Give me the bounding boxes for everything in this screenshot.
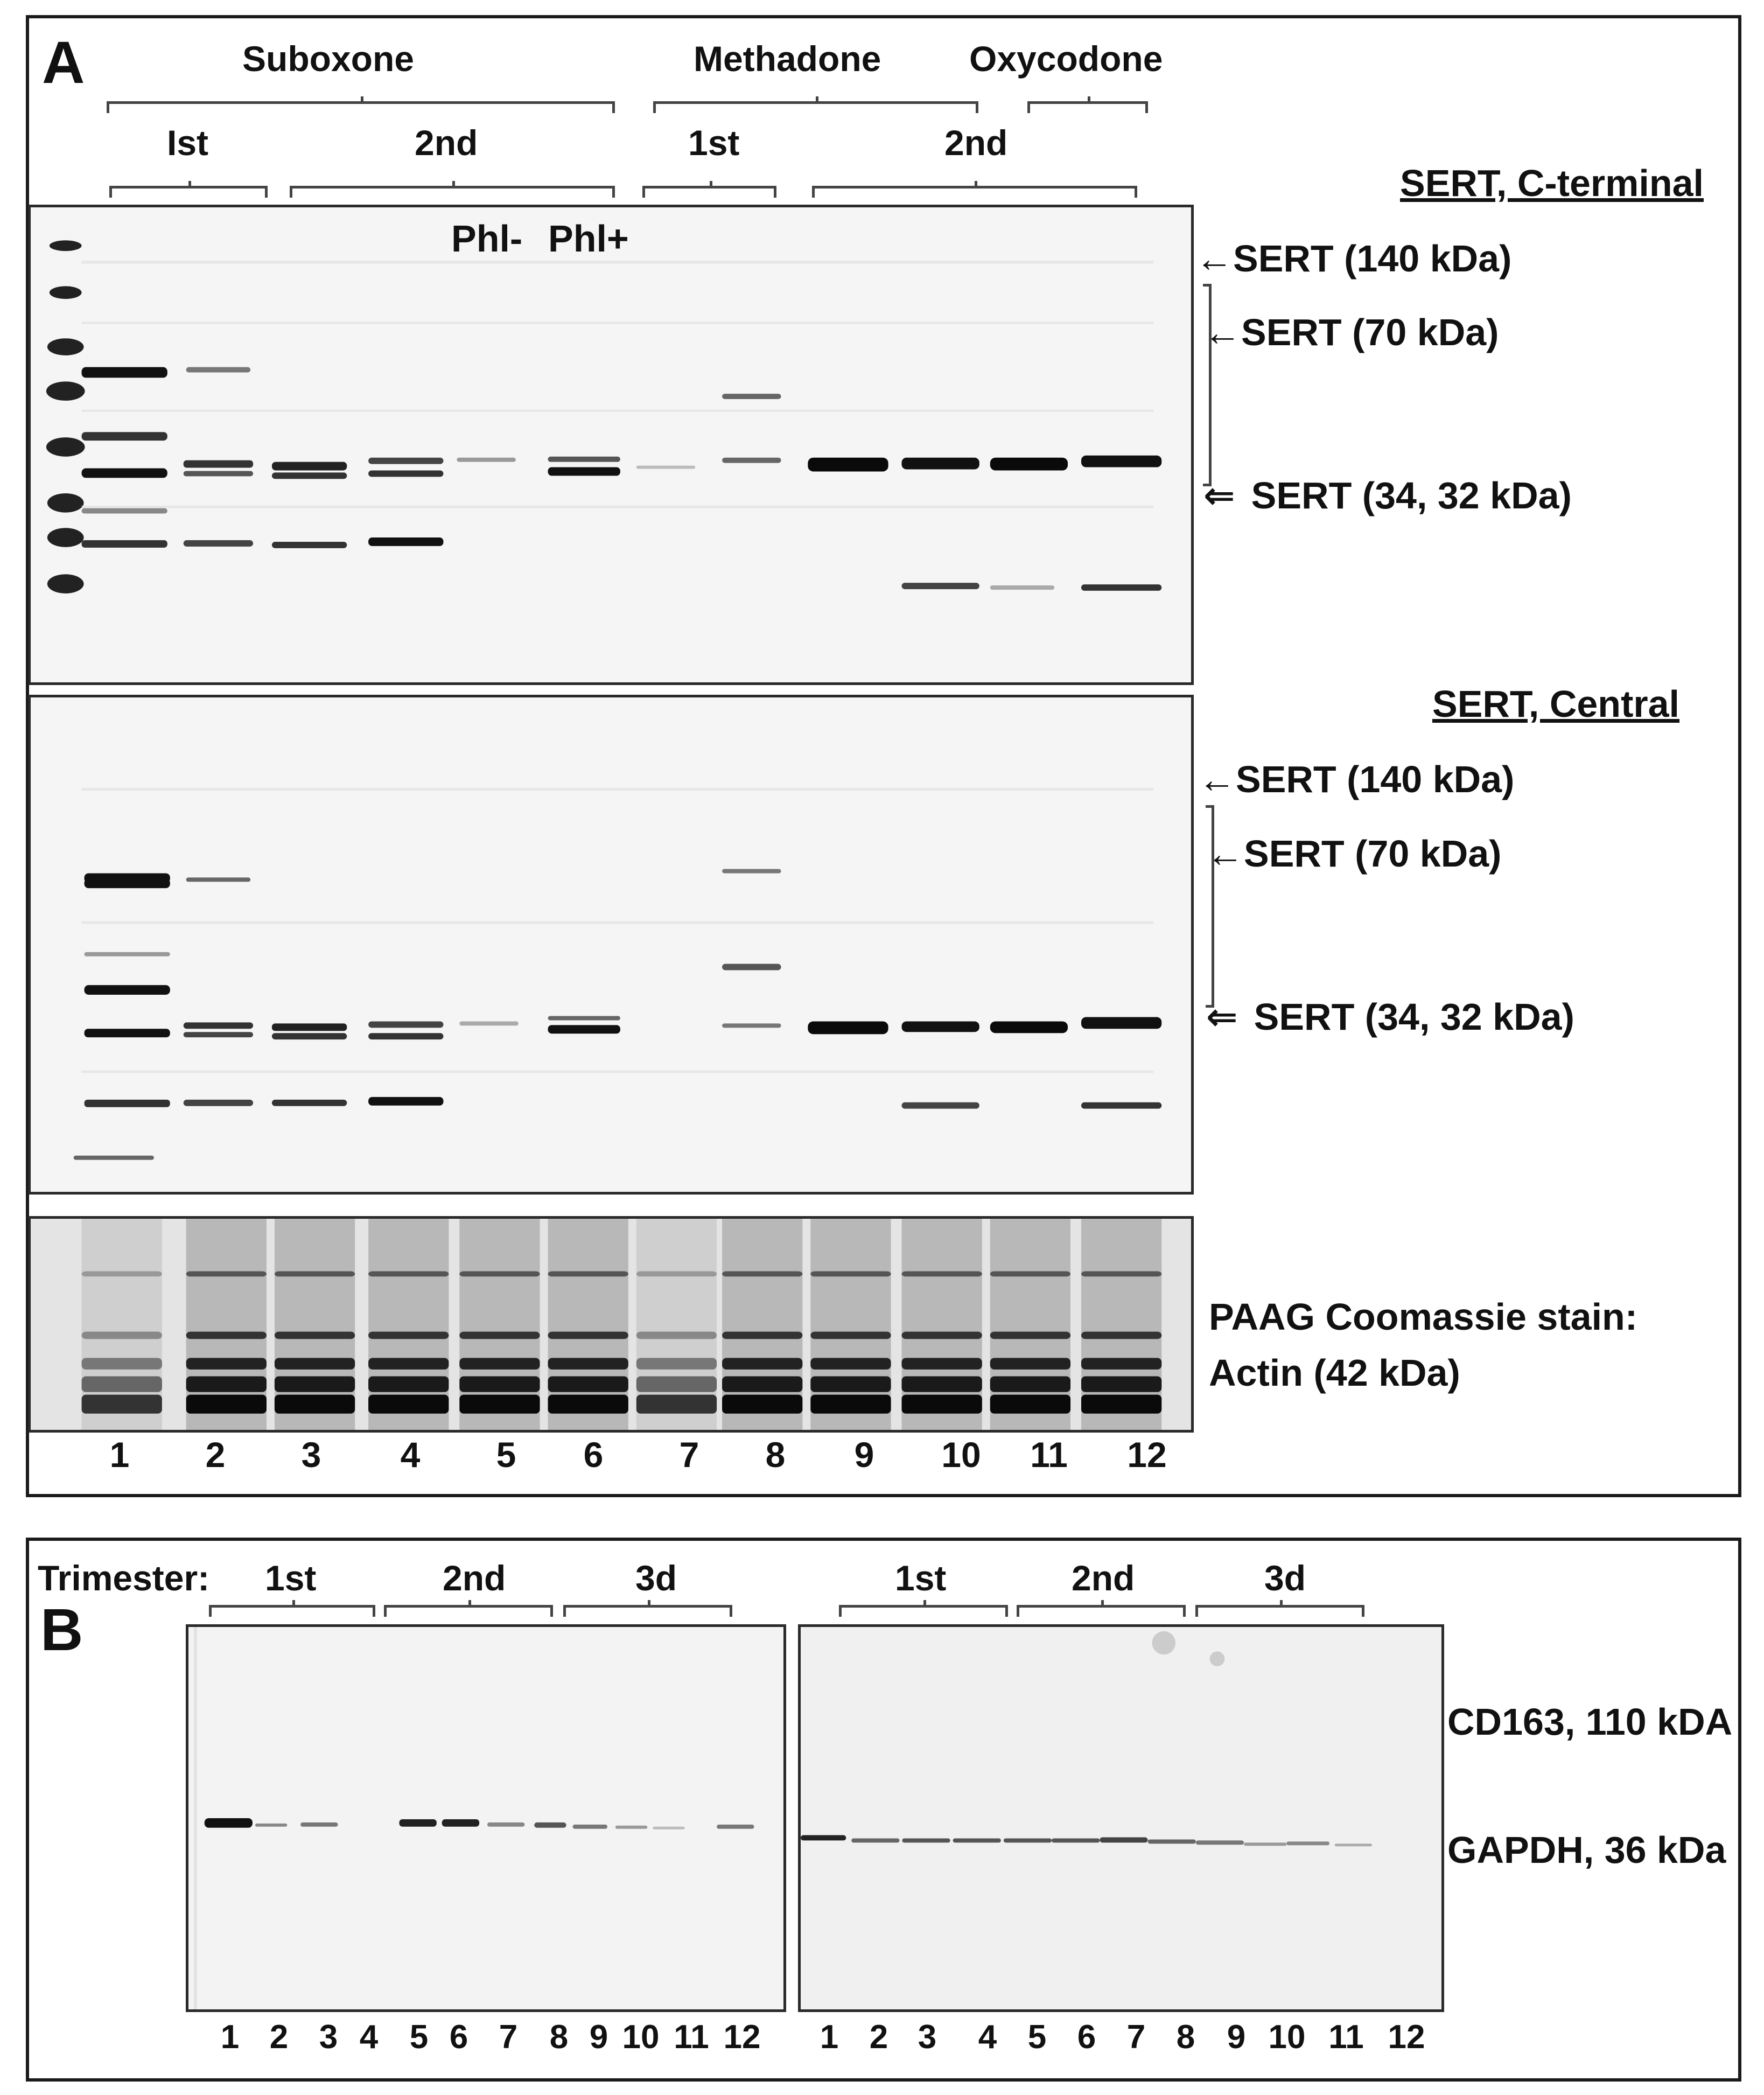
blot-b-right xyxy=(798,1624,1444,2012)
group-label-suboxone: Suboxone xyxy=(242,39,415,79)
lane-number-a-5: 5 xyxy=(496,1435,516,1475)
lane-number-b-left-6: 6 xyxy=(449,2019,468,2056)
trimester-label-met-1st: 1st xyxy=(688,123,740,163)
lane-number-a-6: 6 xyxy=(583,1435,604,1475)
bracket-suboxone xyxy=(107,96,615,113)
lane-number-b-right-6: 6 xyxy=(1077,2019,1096,2056)
lane-number-b-left-11: 11 xyxy=(674,2019,709,2056)
lane-number-a-2: 2 xyxy=(205,1435,226,1475)
trimester-label-sub-2nd: 2nd xyxy=(415,123,478,163)
b-marker-gapdh: GAPDH, 36 kDa xyxy=(1447,1829,1726,1871)
trimester-label-sub-1st: Ist xyxy=(167,123,209,163)
b-left-trimester-1st: 1st xyxy=(265,1558,317,1598)
lane-number-b-right-10: 10 xyxy=(1268,2019,1306,2056)
bracket-oxycodone xyxy=(1027,96,1148,113)
blot1-phl-minus: Phl- xyxy=(451,218,523,260)
coomassie-label-line2: Actin (42 kDa) xyxy=(1209,1352,1460,1394)
lane-number-b-right-8: 8 xyxy=(1176,2019,1195,2056)
lane-number-b-right-3: 3 xyxy=(918,2019,937,2056)
b-right-trimester-1st: 1st xyxy=(895,1558,947,1598)
blot1-marker-140: ←SERT (140 kDa) xyxy=(1195,238,1512,280)
lane-number-b-left-12: 12 xyxy=(723,2019,761,2056)
b-left-bracket-3d xyxy=(563,1600,732,1617)
bracket-sub-2nd xyxy=(290,181,615,198)
blot-coomassie xyxy=(28,1216,1194,1433)
blot-sert-c-terminal xyxy=(28,205,1194,685)
lane-number-a-7: 7 xyxy=(679,1435,699,1475)
lane-number-a-3: 3 xyxy=(301,1435,321,1475)
lane-number-b-left-7: 7 xyxy=(499,2019,518,2056)
lane-number-b-left-2: 2 xyxy=(269,2019,289,2056)
blot1-title: SERT, C-terminal xyxy=(1400,162,1704,204)
blot2-marker-140: ←SERT (140 kDa) xyxy=(1198,758,1515,800)
panel-a-letter: A xyxy=(42,30,85,96)
lane-number-b-left-4: 4 xyxy=(359,2019,379,2056)
lane-number-b-left-10: 10 xyxy=(622,2019,660,2056)
blot1-phl-plus: Phl+ xyxy=(548,218,629,260)
lane-number-b-right-4: 4 xyxy=(978,2019,997,2056)
blot1-range-bracket xyxy=(1203,284,1212,486)
blot2-marker-70: ←SERT (70 kDa) xyxy=(1206,833,1502,875)
b-left-trimester-2nd: 2nd xyxy=(443,1558,506,1598)
b-left-trimester-3d: 3d xyxy=(635,1558,677,1598)
trimester-label-met-2nd: 2nd xyxy=(944,123,1008,163)
bracket-met-2nd xyxy=(812,181,1137,198)
blot1-marker-70: ←SERT (70 kDa) xyxy=(1203,311,1499,353)
lane-number-a-4: 4 xyxy=(400,1435,421,1475)
b-right-bracket-3d xyxy=(1195,1600,1364,1617)
b-right-trimester-2nd: 2nd xyxy=(1072,1558,1135,1598)
lane-number-a-1: 1 xyxy=(109,1435,130,1475)
coomassie-label-line1: PAAG Coomassie stain: xyxy=(1209,1296,1638,1338)
b-right-bracket-1st xyxy=(839,1600,1008,1617)
lane-number-b-left-5: 5 xyxy=(409,2019,429,2056)
blot2-title: SERT, Central xyxy=(1432,683,1679,725)
trimester-prefix-label: Trimester: xyxy=(38,1558,210,1598)
group-label-oxycodone: Oxycodone xyxy=(969,39,1163,79)
blot-sert-central xyxy=(28,695,1194,1195)
lane-number-b-right-7: 7 xyxy=(1126,2019,1146,2056)
lane-number-b-right-9: 9 xyxy=(1227,2019,1246,2056)
lane-number-b-right-12: 12 xyxy=(1388,2019,1425,2056)
bracket-met-1st xyxy=(642,181,776,198)
blot2-range-bracket xyxy=(1206,805,1214,1008)
bracket-methadone xyxy=(653,96,978,113)
lane-number-b-left-3: 3 xyxy=(319,2019,338,2056)
b-right-bracket-2nd xyxy=(1017,1600,1186,1617)
lane-number-b-left-1: 1 xyxy=(220,2019,240,2056)
group-label-methadone: Methadone xyxy=(694,39,881,79)
blot-b-left xyxy=(186,1624,786,2012)
lane-number-b-left-9: 9 xyxy=(589,2019,608,2056)
panel-b-frame xyxy=(26,1538,1741,2082)
panel-a-frame xyxy=(26,15,1741,1497)
b-left-bracket-2nd xyxy=(384,1600,553,1617)
blot1-marker-34-32: ⇐ SERT (34, 32 kDa) xyxy=(1203,474,1572,516)
lane-number-b-right-1: 1 xyxy=(820,2019,839,2056)
lane-number-b-right-2: 2 xyxy=(869,2019,888,2056)
lane-number-b-right-5: 5 xyxy=(1027,2019,1047,2056)
b-left-bracket-1st xyxy=(209,1600,375,1617)
blot2-marker-34-32: ⇐ SERT (34, 32 kDa) xyxy=(1206,996,1574,1038)
lane-number-a-10: 10 xyxy=(941,1435,981,1475)
panel-b-letter: B xyxy=(40,1597,83,1663)
bracket-sub-1st xyxy=(109,181,268,198)
lane-number-a-11: 11 xyxy=(1030,1435,1068,1475)
lane-number-a-12: 12 xyxy=(1127,1435,1167,1475)
lane-number-a-8: 8 xyxy=(765,1435,786,1475)
lane-number-b-right-11: 11 xyxy=(1328,2019,1364,2056)
lane-number-a-9: 9 xyxy=(854,1435,874,1475)
b-marker-cd163: CD163, 110 kDA xyxy=(1447,1701,1733,1743)
b-right-trimester-3d: 3d xyxy=(1264,1558,1306,1598)
lane-number-b-left-8: 8 xyxy=(549,2019,569,2056)
